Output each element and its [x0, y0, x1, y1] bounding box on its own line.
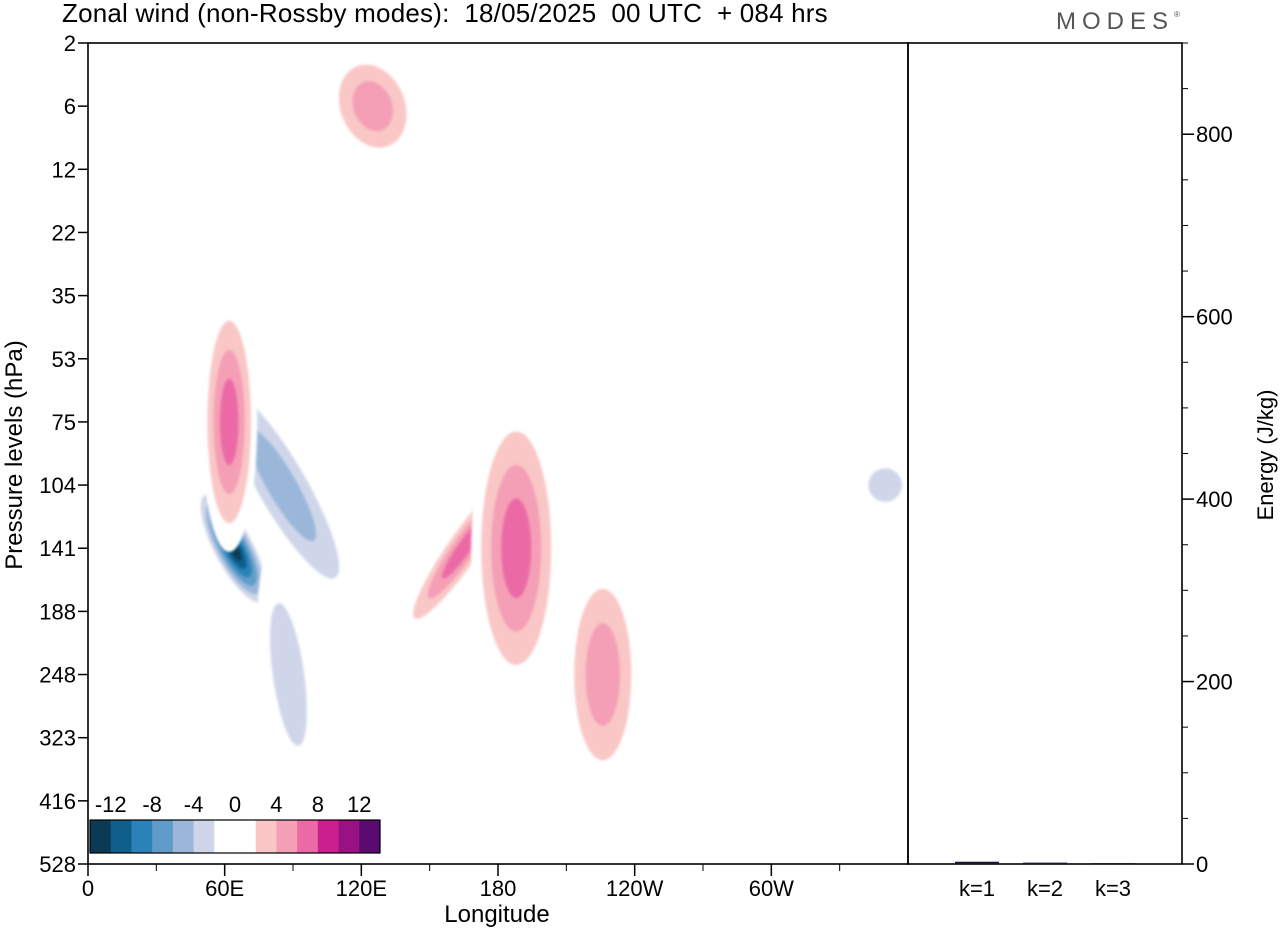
y-tick-label: 188	[39, 599, 76, 624]
x-tick-label: 60W	[749, 876, 794, 901]
contour-feature	[325, 48, 421, 165]
colorbar-swatch	[317, 820, 339, 853]
colorbar-swatch	[214, 820, 236, 853]
energy-tick-label: 200	[1196, 670, 1233, 695]
contour-band	[868, 468, 903, 502]
energy-category-label: k=2	[1027, 876, 1063, 901]
energy-axis-label: Energy (J/kg)	[1253, 390, 1278, 521]
y-axis: 2 6 12 22 35 53 75 104 141 188 248 323 416 528	[39, 31, 88, 877]
colorbar-swatch	[359, 820, 381, 853]
colorbar-frame	[89, 819, 381, 854]
y-tick-label: 2	[64, 31, 76, 56]
colorbar-swatch	[297, 820, 319, 853]
colorbar-swatch	[276, 820, 298, 853]
colorbar-label: 8	[312, 792, 324, 817]
y-tick-label: 141	[39, 536, 76, 561]
colorbar-label: 12	[347, 792, 371, 817]
colorbar-label: -8	[142, 792, 162, 817]
colorbar-swatch	[235, 820, 257, 853]
chart-title: Zonal wind (non-Rossby modes): 18/05/202…	[62, 0, 828, 28]
contour-band	[501, 498, 532, 599]
energy-tick-label: 400	[1196, 487, 1233, 512]
energy-tick-label: 600	[1196, 305, 1233, 330]
energy-category-label: k=1	[959, 876, 995, 901]
y-tick-label: 248	[39, 663, 76, 688]
energy-bar	[955, 861, 999, 864]
x-axis: 0 60E 120E 180 120W 60W	[82, 864, 841, 901]
y-tick-label: 323	[39, 726, 76, 751]
y-axis-label: Pressure levels (hPa)	[1, 340, 28, 569]
y-tick-label: 75	[52, 410, 76, 435]
energy-axis: 0 200 400 600 800	[1182, 42, 1233, 877]
colorbar-swatch	[338, 820, 360, 853]
y-tick-label: 22	[52, 220, 76, 245]
x-tick-label: 120W	[606, 876, 664, 901]
contour-band	[247, 428, 317, 542]
y-tick-label: 416	[39, 789, 76, 814]
y-tick-label: 528	[39, 852, 76, 877]
colorbar-swatch	[131, 820, 153, 853]
contour-band	[270, 603, 307, 746]
energy-bar	[1023, 862, 1067, 864]
contour-band	[352, 81, 394, 132]
energy-bars: k=1 k=2 k=3	[955, 861, 1135, 901]
contour-feature	[471, 398, 562, 699]
x-tick-label: 120E	[336, 876, 387, 901]
energy-tick-label: 0	[1196, 852, 1208, 877]
colorbar-label: -12	[95, 792, 127, 817]
colorbar-label: 4	[270, 792, 282, 817]
energy-panel-frame	[907, 42, 1183, 865]
energy-bar	[1091, 863, 1135, 865]
colorbar-label: -4	[184, 792, 204, 817]
x-axis-label: Longitude	[444, 901, 549, 928]
colorbar-swatch	[110, 820, 132, 853]
contour-field	[195, 48, 908, 795]
colorbar-swatch	[172, 820, 194, 853]
x-tick-label: 180	[480, 876, 517, 901]
energy-tick-label: 800	[1196, 122, 1233, 147]
colorbar-swatch	[90, 820, 112, 853]
contour-feature	[201, 291, 258, 552]
y-tick-label: 6	[64, 94, 76, 119]
colorbar-label: 0	[229, 792, 241, 817]
y-tick-label: 104	[39, 473, 76, 498]
contour-feature	[257, 555, 320, 794]
y-tick-label: 12	[52, 157, 76, 182]
x-tick-label: 0	[82, 876, 94, 901]
y-tick-label: 35	[52, 284, 76, 309]
colorbar-swatch	[193, 820, 215, 853]
colorbar-swatch	[255, 820, 277, 853]
colorbar: -12 -8 -4 0 4 8 12	[89, 792, 381, 854]
contour-band	[219, 378, 239, 466]
colorbar-swatch	[152, 820, 174, 853]
contour-feature	[857, 457, 908, 514]
contour-feature	[562, 554, 643, 795]
contour-band	[585, 623, 620, 726]
y-tick-label: 53	[52, 347, 76, 372]
modes-logo: MODES®	[1056, 8, 1180, 35]
x-tick-label: 60E	[205, 876, 244, 901]
energy-category-label: k=3	[1095, 876, 1131, 901]
